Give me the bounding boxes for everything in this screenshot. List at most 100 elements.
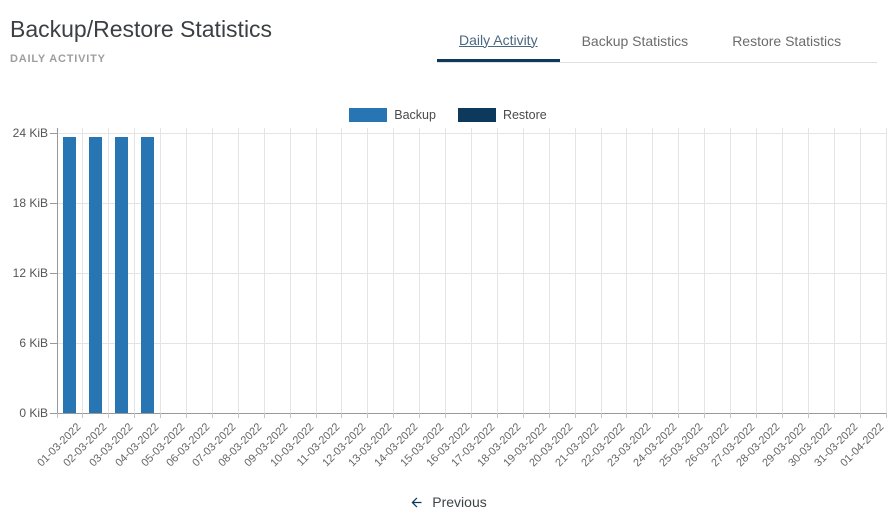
x-axis-tick — [678, 413, 680, 418]
v-gridline — [522, 128, 524, 413]
x-axis-tick — [108, 413, 110, 418]
v-gridline — [289, 128, 291, 413]
y-axis-label: 18 KiB — [12, 196, 48, 210]
x-axis-tick — [367, 413, 369, 418]
bar-backup[interactable] — [63, 136, 77, 413]
v-gridline — [341, 128, 343, 413]
x-axis-tick — [211, 413, 213, 418]
v-gridline — [393, 128, 395, 413]
v-gridline — [704, 128, 706, 413]
x-axis-tick — [82, 413, 84, 418]
y-axis-tick — [50, 342, 57, 344]
x-axis-tick — [419, 413, 421, 418]
x-axis-tick — [496, 413, 498, 418]
v-gridline — [186, 128, 188, 413]
v-gridline — [160, 128, 162, 413]
v-gridline — [652, 128, 654, 413]
x-axis-tick — [859, 413, 861, 418]
tab-label: Restore Statistics — [732, 33, 842, 49]
v-gridline — [419, 128, 421, 413]
x-axis-tick — [833, 413, 835, 418]
previous-link[interactable]: Previous — [409, 494, 487, 510]
tab-label: Backup Statistics — [581, 33, 689, 49]
page-subtitle: DAILY ACTIVITY — [10, 53, 106, 65]
x-axis-tick — [237, 413, 239, 418]
backup-color-swatch — [349, 108, 388, 122]
x-axis-tick — [445, 413, 447, 418]
v-gridline — [471, 128, 472, 413]
v-gridline — [885, 128, 887, 413]
bar-backup[interactable] — [115, 136, 129, 413]
v-gridline — [211, 128, 213, 413]
chart-legend: Backup Restore — [0, 108, 896, 122]
v-gridline — [445, 128, 447, 413]
y-axis-line — [56, 128, 58, 418]
v-gridline — [833, 128, 835, 413]
legend-item-backup[interactable]: Backup — [349, 108, 436, 122]
x-axis-tick — [885, 413, 887, 418]
x-axis-tick — [626, 413, 628, 418]
x-axis-tick — [600, 413, 602, 418]
v-gridline — [781, 128, 783, 413]
v-gridline — [263, 128, 265, 413]
y-axis-tick — [50, 412, 57, 414]
v-gridline — [82, 128, 84, 413]
v-gridline — [678, 128, 680, 413]
x-axis-tick — [807, 413, 809, 418]
x-axis-tick — [160, 413, 162, 418]
v-gridline — [315, 128, 317, 413]
x-axis-tick — [730, 413, 732, 418]
y-axis-label: 24 KiB — [12, 126, 48, 140]
y-axis-label: 6 KiB — [19, 336, 48, 350]
y-axis-label: 12 KiB — [12, 266, 48, 280]
v-gridline — [626, 128, 628, 413]
x-axis-tick — [134, 413, 136, 418]
x-axis-tick — [548, 413, 550, 418]
x-axis-tick — [781, 413, 783, 418]
x-axis-tick — [315, 413, 317, 418]
x-axis-tick — [704, 413, 706, 418]
v-gridline — [367, 128, 369, 413]
x-axis-tick — [289, 413, 291, 418]
v-gridline — [108, 128, 110, 413]
legend-item-restore[interactable]: Restore — [457, 108, 547, 122]
tab-bar: Daily Activity Backup Statistics Restore… — [437, 20, 877, 63]
legend-label-backup: Backup — [394, 108, 436, 122]
v-gridline — [730, 128, 732, 413]
tab-daily-activity[interactable]: Daily Activity — [437, 20, 560, 62]
x-axis-tick — [471, 413, 472, 418]
previous-label: Previous — [432, 494, 487, 510]
x-axis-tick — [574, 413, 576, 418]
v-gridline — [807, 128, 809, 413]
legend-label-restore: Restore — [502, 108, 547, 122]
v-gridline — [134, 128, 136, 413]
tab-restore-statistics[interactable]: Restore Statistics — [710, 20, 863, 62]
x-axis-tick — [755, 413, 757, 418]
x-axis-tick — [341, 413, 343, 418]
x-axis-tick — [263, 413, 265, 418]
v-gridline — [859, 128, 861, 413]
v-gridline — [600, 128, 602, 413]
y-axis-tick — [50, 202, 57, 204]
v-gridline — [548, 128, 550, 413]
page-title: Backup/Restore Statistics — [10, 16, 273, 42]
y-axis-label: 0 KiB — [19, 406, 48, 420]
y-axis-tick — [50, 132, 57, 134]
pagination: Previous — [0, 494, 896, 510]
v-gridline — [755, 128, 757, 413]
v-gridline — [574, 128, 576, 413]
v-gridline — [496, 128, 498, 413]
y-axis-tick — [50, 272, 57, 274]
x-axis-tick — [186, 413, 188, 418]
left-arrow-icon — [409, 495, 424, 510]
x-axis-tick — [522, 413, 524, 418]
tab-backup-statistics[interactable]: Backup Statistics — [560, 20, 711, 62]
restore-color-swatch — [457, 108, 496, 122]
v-gridline — [237, 128, 239, 413]
bar-backup[interactable] — [141, 136, 155, 413]
bar-backup[interactable] — [89, 136, 103, 413]
x-axis-tick — [56, 413, 58, 418]
x-axis-tick — [393, 413, 395, 418]
